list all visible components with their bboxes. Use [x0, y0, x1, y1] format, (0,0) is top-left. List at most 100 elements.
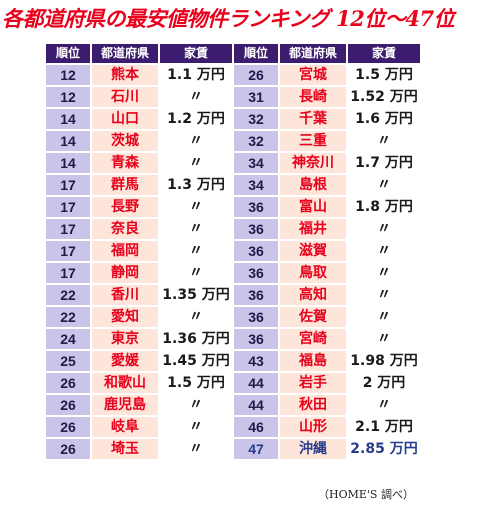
rent-cell: 〃 — [348, 285, 420, 305]
table-header-row: 順位 都道府県 家賃 順位 都道府県 家賃 — [46, 44, 420, 63]
rank-cell: 36 — [234, 329, 278, 349]
prefecture-cell: 香川 — [92, 285, 158, 305]
rank-cell: 26 — [46, 395, 90, 415]
table-row: 17 福岡〃 36 滋賀〃 — [46, 241, 420, 261]
prefecture-cell: 和歌山 — [92, 373, 158, 393]
header-rent: 家賃 — [160, 44, 232, 63]
rank-cell: 34 — [234, 175, 278, 195]
rent-cell: 〃 — [348, 219, 420, 239]
prefecture-cell: 沖縄 — [280, 439, 346, 459]
rank-cell: 17 — [46, 219, 90, 239]
rent-cell: 1.35 万円 — [160, 285, 232, 305]
rent-cell: 1.5 万円 — [160, 373, 232, 393]
table-row: 17 静岡〃 36 鳥取〃 — [46, 263, 420, 283]
prefecture-cell: 愛知 — [92, 307, 158, 327]
rent-cell: 〃 — [160, 241, 232, 261]
prefecture-cell: 滋賀 — [280, 241, 346, 261]
prefecture-cell: 鹿児島 — [92, 395, 158, 415]
prefecture-cell: 神奈川 — [280, 153, 346, 173]
table-row: 12 石川〃 31 長崎 1.52 万円 — [46, 87, 420, 107]
rent-cell: 2.85 万円 — [348, 439, 420, 459]
prefecture-cell: 青森 — [92, 153, 158, 173]
rank-cell: 14 — [46, 109, 90, 129]
rank-cell: 22 — [46, 285, 90, 305]
prefecture-cell: 岩手 — [280, 373, 346, 393]
prefecture-cell: 宮城 — [280, 65, 346, 85]
prefecture-cell: 三重 — [280, 131, 346, 151]
rent-cell: 1.7 万円 — [348, 153, 420, 173]
header-pref: 都道府県 — [92, 44, 158, 63]
prefecture-cell: 愛媛 — [92, 351, 158, 371]
rank-cell: 32 — [234, 109, 278, 129]
rent-cell: 1.6 万円 — [348, 109, 420, 129]
rent-cell: 2 万円 — [348, 373, 420, 393]
rank-cell: 34 — [234, 153, 278, 173]
prefecture-cell: 岐阜 — [92, 417, 158, 437]
prefecture-cell: 長野 — [92, 197, 158, 217]
table-row: 24 東京 1.36 万円 36 宮崎〃 — [46, 329, 420, 349]
rent-cell: 〃 — [160, 153, 232, 173]
prefecture-cell: 島根 — [280, 175, 346, 195]
rent-cell: 1.5 万円 — [348, 65, 420, 85]
rent-cell: 〃 — [348, 175, 420, 195]
table-row: 26 岐阜〃 46 山形 2.1 万円 — [46, 417, 420, 437]
rent-cell: 〃 — [348, 263, 420, 283]
table-row: 17 群馬 1.3 万円 34 島根〃 — [46, 175, 420, 195]
rent-cell: 1.3 万円 — [160, 175, 232, 195]
rent-cell: 〃 — [160, 307, 232, 327]
rank-cell: 32 — [234, 131, 278, 151]
header-rank: 順位 — [46, 44, 90, 63]
rank-cell: 36 — [234, 263, 278, 283]
rank-cell: 17 — [46, 241, 90, 261]
rent-cell: 〃 — [348, 395, 420, 415]
rent-cell: 〃 — [160, 395, 232, 415]
rank-cell: 36 — [234, 307, 278, 327]
rank-cell: 17 — [46, 175, 90, 195]
rank-cell: 26 — [234, 65, 278, 85]
rank-cell: 24 — [46, 329, 90, 349]
prefecture-cell: 千葉 — [280, 109, 346, 129]
rank-cell: 36 — [234, 241, 278, 261]
rank-cell: 36 — [234, 285, 278, 305]
table-row: 14 山口 1.2 万円 32 千葉 1.6 万円 — [46, 109, 420, 129]
rank-cell: 46 — [234, 417, 278, 437]
rank-cell: 47 — [234, 439, 278, 459]
table-row: 17 長野〃 36 富山 1.8 万円 — [46, 197, 420, 217]
table-row: 22 愛知〃 36 佐賀〃 — [46, 307, 420, 327]
prefecture-cell: 富山 — [280, 197, 346, 217]
table-row: 14 茨城〃 32 三重〃 — [46, 131, 420, 151]
rent-cell: 〃 — [160, 263, 232, 283]
prefecture-cell: 東京 — [92, 329, 158, 349]
prefecture-cell: 山形 — [280, 417, 346, 437]
prefecture-cell: 茨城 — [92, 131, 158, 151]
rank-cell: 14 — [46, 153, 90, 173]
rent-cell: 〃 — [160, 219, 232, 239]
rank-cell: 12 — [46, 65, 90, 85]
page-title: 各都道府県の最安値物件ランキング 12位〜47位 — [2, 6, 455, 31]
prefecture-cell: 長崎 — [280, 87, 346, 107]
rank-cell: 26 — [46, 439, 90, 459]
header-rank: 順位 — [234, 44, 278, 63]
rent-cell: 1.8 万円 — [348, 197, 420, 217]
prefecture-cell: 群馬 — [92, 175, 158, 195]
table-row: 26 鹿児島〃 44 秋田〃 — [46, 395, 420, 415]
prefecture-cell: 埼玉 — [92, 439, 158, 459]
rank-cell: 22 — [46, 307, 90, 327]
rent-cell: 〃 — [160, 87, 232, 107]
rent-cell: 〃 — [348, 131, 420, 151]
rent-cell: 〃 — [160, 417, 232, 437]
rank-cell: 26 — [46, 373, 90, 393]
prefecture-cell: 奈良 — [92, 219, 158, 239]
rent-cell: 1.2 万円 — [160, 109, 232, 129]
rank-cell: 25 — [46, 351, 90, 371]
rent-cell: 〃 — [160, 439, 232, 459]
table-row: 26 和歌山 1.5 万円 44 岩手 2 万円 — [46, 373, 420, 393]
rank-cell: 43 — [234, 351, 278, 371]
rent-cell: 1.98 万円 — [348, 351, 420, 371]
rent-cell: 〃 — [348, 241, 420, 261]
prefecture-cell: 秋田 — [280, 395, 346, 415]
rent-cell: 〃 — [160, 197, 232, 217]
prefecture-cell: 佐賀 — [280, 307, 346, 327]
prefecture-cell: 福岡 — [92, 241, 158, 261]
rent-cell: 1.1 万円 — [160, 65, 232, 85]
